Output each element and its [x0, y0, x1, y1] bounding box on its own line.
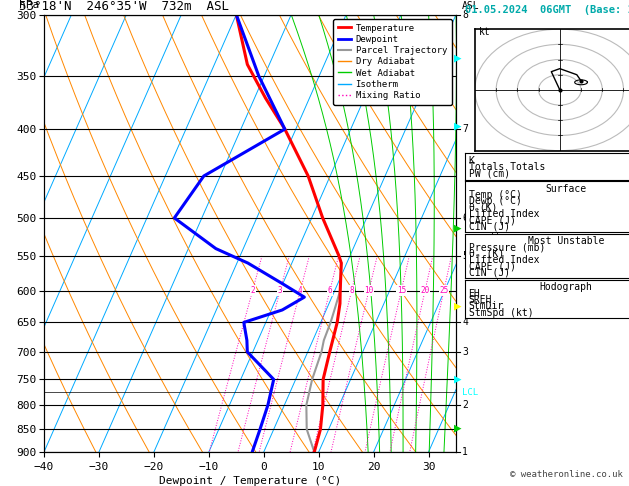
Text: StmSpd (kt): StmSpd (kt): [469, 308, 533, 318]
Text: 2: 2: [462, 400, 468, 410]
Text: ▶: ▶: [454, 52, 462, 65]
Text: 1: 1: [462, 447, 468, 457]
Text: 53°18'N  246°35'W  732m  ASL: 53°18'N 246°35'W 732m ASL: [19, 0, 230, 14]
Text: km
ASL: km ASL: [462, 0, 480, 11]
Text: Pressure (mb): Pressure (mb): [469, 243, 545, 253]
Text: hPa: hPa: [19, 0, 40, 10]
Text: Lifted Index: Lifted Index: [469, 209, 539, 219]
Text: θₑ (K): θₑ (K): [469, 249, 504, 259]
Text: EH: EH: [469, 289, 481, 299]
Text: Hodograph: Hodograph: [540, 282, 593, 293]
Text: Surface: Surface: [545, 184, 587, 194]
Text: 3: 3: [462, 347, 468, 357]
Text: 2: 2: [250, 286, 255, 295]
Text: SREH: SREH: [469, 295, 492, 305]
Text: PW (cm): PW (cm): [469, 168, 509, 178]
Text: 15: 15: [397, 286, 406, 295]
Text: 20: 20: [420, 286, 430, 295]
Text: 8: 8: [349, 286, 354, 295]
X-axis label: Dewpoint / Temperature (°C): Dewpoint / Temperature (°C): [159, 476, 341, 486]
Text: CAPE (J): CAPE (J): [469, 261, 516, 272]
Text: 8: 8: [462, 10, 468, 19]
Text: 10: 10: [364, 286, 374, 295]
Text: ▶: ▶: [454, 373, 462, 385]
Text: Lifted Index: Lifted Index: [469, 255, 539, 265]
Text: kt: kt: [479, 27, 491, 37]
Text: 01.05.2024  06GMT  (Base: 18): 01.05.2024 06GMT (Base: 18): [465, 5, 629, 15]
Text: 25: 25: [439, 286, 448, 295]
Text: Temp (°C): Temp (°C): [469, 190, 521, 200]
Text: 6: 6: [462, 213, 468, 223]
Text: K: K: [469, 156, 474, 166]
Text: StmDir: StmDir: [469, 301, 504, 312]
Text: CIN (J): CIN (J): [469, 222, 509, 232]
Text: Totals Totals: Totals Totals: [469, 162, 545, 172]
Text: ▶: ▶: [454, 300, 462, 312]
Text: Dewp (°C): Dewp (°C): [469, 196, 521, 207]
Text: ▶: ▶: [454, 421, 462, 434]
Text: 3: 3: [278, 286, 282, 295]
Text: 7: 7: [462, 124, 468, 134]
Text: LCL: LCL: [462, 388, 478, 397]
Text: θₑ(K): θₑ(K): [469, 203, 498, 213]
Text: 4: 4: [462, 317, 468, 328]
Y-axis label: Mixing Ratio (g/kg): Mixing Ratio (g/kg): [491, 177, 501, 289]
Text: CIN (J): CIN (J): [469, 268, 509, 278]
Text: ▶: ▶: [454, 120, 462, 133]
Text: Most Unstable: Most Unstable: [528, 236, 604, 246]
Legend: Temperature, Dewpoint, Parcel Trajectory, Dry Adiabat, Wet Adiabat, Isotherm, Mi: Temperature, Dewpoint, Parcel Trajectory…: [333, 19, 452, 104]
Text: 5: 5: [462, 251, 468, 261]
Text: © weatheronline.co.uk: © weatheronline.co.uk: [509, 469, 623, 479]
Text: 4: 4: [298, 286, 303, 295]
Text: CAPE (J): CAPE (J): [469, 215, 516, 226]
Text: 6: 6: [328, 286, 332, 295]
Text: ▶: ▶: [454, 222, 462, 235]
